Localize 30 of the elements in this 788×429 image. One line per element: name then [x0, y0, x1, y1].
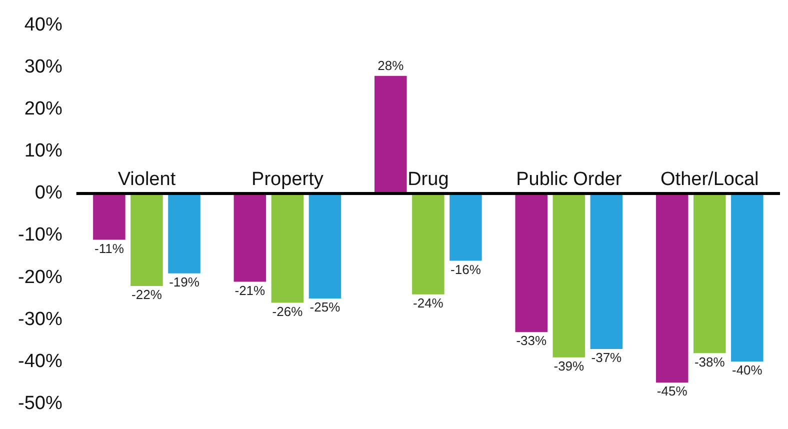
- y-tick-label: -50%: [18, 392, 62, 414]
- data-label: -39%: [554, 358, 585, 374]
- data-label: -11%: [94, 240, 124, 256]
- data-label: -19%: [169, 274, 200, 290]
- y-tick-label: 0%: [34, 182, 62, 204]
- y-tick-label: -10%: [18, 224, 62, 246]
- x-tick-label: Violent: [118, 169, 176, 190]
- y-tick-label: 10%: [24, 140, 62, 162]
- data-label: -26%: [272, 304, 304, 319]
- data-label: -24%: [413, 295, 444, 310]
- x-tick-label: Drug: [408, 169, 449, 190]
- data-label: -45%: [656, 384, 688, 399]
- data-label: -33%: [516, 333, 547, 348]
- data-label: -37%: [591, 350, 622, 366]
- y-tick-label: -30%: [18, 308, 62, 330]
- data-label: 28%: [378, 58, 404, 73]
- data-label: -38%: [694, 354, 726, 370]
- data-label: -40%: [732, 362, 763, 378]
- y-tick-label: -20%: [18, 266, 62, 288]
- data-label: -22%: [132, 287, 162, 302]
- x-tick-label: Other/Local: [660, 169, 759, 190]
- data-label: -21%: [234, 282, 266, 298]
- y-tick-label: 40%: [24, 14, 62, 36]
- y-tick-label: 20%: [24, 98, 62, 120]
- data-label: -16%: [450, 262, 482, 277]
- y-tick-label: -40%: [18, 350, 62, 372]
- data-label: -25%: [310, 300, 341, 315]
- x-tick-label: Property: [252, 169, 324, 190]
- x-tick-label: Public Order: [516, 169, 622, 190]
- y-tick-label: 30%: [24, 56, 62, 78]
